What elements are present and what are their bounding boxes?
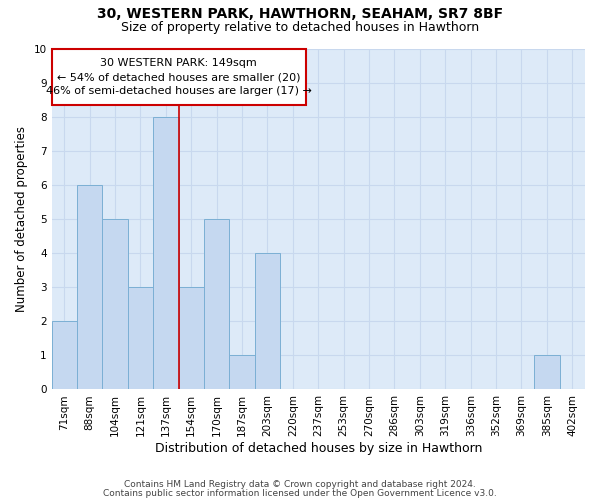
Y-axis label: Number of detached properties: Number of detached properties [15, 126, 28, 312]
Bar [128, 288, 153, 390]
X-axis label: Distribution of detached houses by size in Hawthorn: Distribution of detached houses by size … [155, 442, 482, 455]
Bar [77, 185, 103, 390]
Bar [229, 356, 255, 390]
Bar [103, 219, 128, 390]
Text: 30, WESTERN PARK, HAWTHORN, SEAHAM, SR7 8BF: 30, WESTERN PARK, HAWTHORN, SEAHAM, SR7 … [97, 8, 503, 22]
Bar [534, 356, 560, 390]
Bar [153, 117, 179, 390]
Text: 30 WESTERN PARK: 149sqm
← 54% of detached houses are smaller (20)
46% of semi-de: 30 WESTERN PARK: 149sqm ← 54% of detache… [46, 58, 311, 96]
Bar [52, 322, 77, 390]
Bar [204, 219, 229, 390]
FancyBboxPatch shape [52, 49, 305, 105]
Text: Contains HM Land Registry data © Crown copyright and database right 2024.: Contains HM Land Registry data © Crown c… [124, 480, 476, 489]
Text: Size of property relative to detached houses in Hawthorn: Size of property relative to detached ho… [121, 21, 479, 34]
Bar [179, 288, 204, 390]
Bar [255, 254, 280, 390]
Text: Contains public sector information licensed under the Open Government Licence v3: Contains public sector information licen… [103, 488, 497, 498]
